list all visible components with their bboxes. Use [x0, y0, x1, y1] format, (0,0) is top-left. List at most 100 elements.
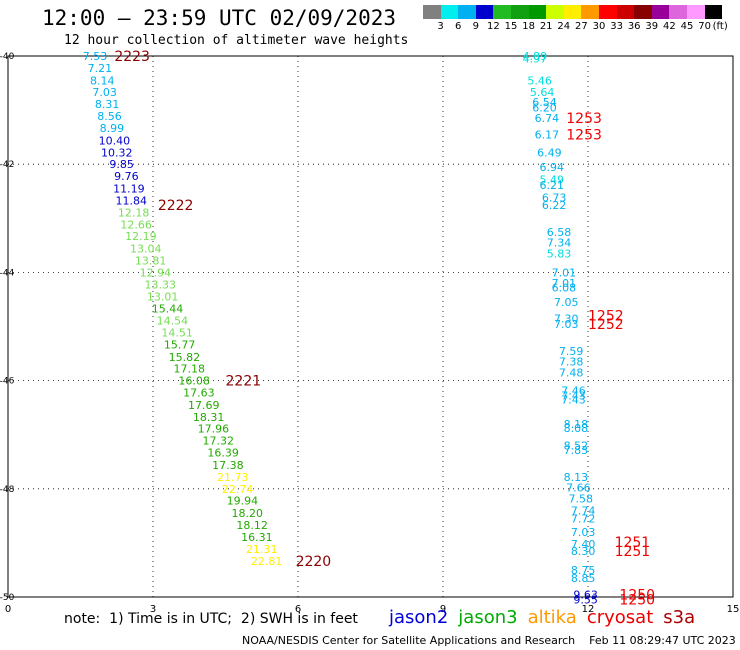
legend-label: 27: [575, 21, 588, 32]
wave-height-label: 7.21: [88, 62, 113, 75]
wave-height-label: 7.03: [554, 318, 579, 331]
wave-height-label: 14.54: [157, 315, 189, 328]
wave-height-label: 19.94: [227, 495, 259, 508]
chart-subtitle: 12 hour collection of altimeter wave hei…: [64, 33, 409, 48]
wave-height-label: 12.18: [118, 206, 150, 219]
wave-height-label: 9.63: [573, 588, 598, 601]
wave-height-label: 7.03: [571, 526, 596, 539]
pass-number-label: 1250: [619, 593, 655, 609]
wave-height-label: 7.66: [566, 482, 591, 495]
wave-height-label: 7.30: [554, 312, 579, 325]
legend-label: 39: [645, 21, 659, 32]
wave-height-label: 7.38: [559, 356, 584, 369]
legend-swatch: [493, 5, 511, 19]
wave-height-label: 5.83: [547, 247, 572, 260]
legend-swatch: [634, 5, 652, 19]
legend-swatch: [704, 5, 723, 19]
pass-number-label: 2220: [296, 554, 332, 570]
wave-height-label: 7.83: [564, 444, 589, 457]
x-tick-label: 3: [150, 604, 156, 615]
wave-height-label: 5.46: [527, 74, 552, 87]
wave-height-label: 17.63: [183, 387, 215, 400]
wave-height-label: 7.01: [552, 277, 577, 290]
pass-number-label: 1250: [619, 587, 655, 603]
wave-height-label: 11.84: [116, 194, 148, 207]
legend-swatch: [458, 5, 476, 19]
wave-height-label: 16.39: [207, 447, 239, 460]
wave-height-label: 16.08: [178, 375, 210, 388]
legend-swatch: [651, 5, 670, 19]
wave-height-label: 17.38: [212, 459, 244, 472]
pass-number-label: 1251: [615, 535, 651, 551]
wave-height-label: 7.43: [561, 394, 586, 407]
legend-label: 24: [557, 21, 571, 32]
x-tick-label: 0: [5, 604, 11, 615]
legend-swatch: [686, 5, 705, 19]
legend-swatch: [528, 5, 547, 19]
wave-height-label: 5.64: [530, 86, 555, 99]
wave-height-label: 7.40: [571, 538, 596, 551]
wave-height-label: 8.31: [95, 98, 120, 111]
chart-title: 12:00 – 23:59 UTC 02/09/2023: [42, 6, 397, 30]
wave-height-label: 22.74: [222, 483, 254, 496]
pass-number-label: 1253: [566, 127, 602, 143]
wave-height-label: 6.54: [532, 96, 557, 109]
legend-swatch: [581, 5, 599, 19]
satellite-legend-item: altika: [527, 607, 577, 628]
note-text: note: 1) Time is in UTC; 2) SWH is in fe…: [64, 611, 358, 627]
legend-swatch: [669, 5, 687, 19]
wave-height-label: 8.99: [100, 122, 125, 135]
wave-height-label: 9.55: [573, 594, 598, 607]
legend-label: 45: [680, 21, 694, 32]
satellite-legend: jason2 jason3 altika cryosat s3a: [389, 607, 705, 628]
wave-height-label: 6.22: [542, 199, 567, 212]
satellite-legend-item: jason3: [458, 607, 518, 628]
y-tick-label: -40: [0, 52, 15, 62]
legend-label: 6: [455, 21, 462, 32]
wave-height-label: 7.59: [559, 345, 584, 358]
wave-height-label: 17.96: [198, 423, 230, 436]
legend-label: 21: [539, 21, 553, 32]
pass-number-label: 2221: [226, 374, 262, 390]
wave-height-label: 14.51: [161, 326, 193, 339]
wave-height-label: 15.82: [169, 351, 201, 364]
color-legend-labels: 3 6 9 12 15 18 21 24 27 30 33 36 39 42 45 70 (ft): [423, 21, 740, 33]
wave-height-label: 6.08: [552, 282, 577, 295]
wave-height-label: 21.31: [246, 543, 278, 556]
legend-swatch: [510, 5, 529, 19]
wave-height-label: 7.01: [552, 266, 577, 279]
pass-number-label: 1252: [588, 309, 624, 325]
wave-height-label: 8.52: [564, 440, 589, 453]
legend-label: 3: [437, 21, 444, 32]
footer-credit: NOAA/NESDIS Center for Satellite Applica…: [242, 634, 736, 647]
legend-label: 15: [504, 21, 518, 32]
wave-height-label: 8.30: [571, 545, 596, 558]
legend-unit: (ft): [712, 21, 728, 32]
y-tick-label: -46: [0, 377, 15, 387]
satellite-legend-item: cryosat: [586, 607, 654, 628]
wave-height-label: 15.44: [152, 303, 184, 316]
wave-height-label: 7.34: [547, 237, 572, 250]
pass-number-label: 1251: [615, 544, 651, 560]
x-tick-label: 9: [440, 604, 446, 615]
color-legend-bar: [423, 5, 723, 19]
wave-height-label: 18.20: [232, 507, 264, 520]
y-tick-label: -50: [0, 593, 15, 603]
wave-height-label: 7.43: [561, 390, 586, 403]
legend-label: 70: [698, 21, 711, 32]
wave-height-label: 6.17: [535, 128, 560, 141]
wave-height-label: 7.05: [554, 296, 579, 309]
pass-number-label: 1252: [588, 317, 624, 333]
wave-height-label: 10.32: [101, 146, 133, 159]
legend-swatch: [546, 5, 564, 19]
wave-height-label: 21.73: [217, 471, 249, 484]
legend-swatch: [563, 5, 582, 19]
wave-height-label: 7.53: [83, 50, 108, 63]
wave-height-label: 9.85: [109, 158, 134, 171]
wave-height-label: 17.18: [174, 363, 206, 376]
wave-height-label: 15.77: [164, 338, 196, 351]
y-tick-label: -42: [0, 160, 14, 170]
wave-height-label: 13.33: [145, 278, 177, 291]
wave-height-label: 6.73: [542, 192, 567, 205]
